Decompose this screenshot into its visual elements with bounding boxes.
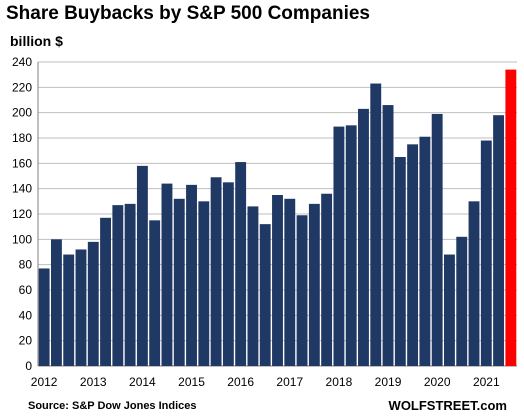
- x-tick-label: 2021: [473, 375, 500, 389]
- y-tick-label: 100: [12, 232, 32, 246]
- bar: [444, 254, 455, 366]
- bar: [284, 198, 296, 366]
- brand-watermark: WOLFSTREET.com: [388, 398, 507, 413]
- y-tick-label: 160: [12, 156, 32, 170]
- bar: [198, 201, 210, 366]
- bar: [235, 162, 247, 366]
- bar: [456, 236, 468, 366]
- bar: [505, 69, 517, 366]
- bar: [296, 215, 308, 366]
- y-tick-label: 60: [19, 283, 33, 297]
- source-note: Source: S&P Dow Jones Indices: [28, 400, 197, 412]
- bar: [358, 108, 369, 366]
- bar: [407, 144, 419, 366]
- bar: [370, 83, 382, 367]
- bar: [272, 195, 283, 366]
- bar: [468, 201, 480, 366]
- x-tick-label: 2019: [375, 375, 402, 389]
- bar: [493, 115, 505, 366]
- bar: [480, 140, 492, 366]
- bar: [333, 126, 345, 366]
- y-tick-label: 240: [12, 55, 32, 69]
- x-tick-label: 2018: [326, 375, 353, 389]
- bar: [308, 203, 320, 366]
- bar: [149, 220, 161, 366]
- bar: [345, 125, 357, 366]
- bar: [112, 205, 124, 366]
- x-tick-label: 2017: [276, 375, 303, 389]
- bar: [124, 203, 136, 366]
- y-axis-ticks: 0 20 40 60 80 100 120 140 160 180 200 220 240: [12, 55, 32, 373]
- bar: [419, 136, 431, 366]
- x-axis-ticks: 2012 2013 2014 2015 2016 2017 2018 2019 2020 2021: [31, 375, 500, 389]
- y-tick-label: 20: [19, 334, 33, 348]
- bar: [186, 184, 197, 366]
- y-tick-label: 80: [19, 258, 33, 272]
- chart-title: Share Buybacks by S&P 500 Companies: [6, 3, 370, 24]
- bar: [161, 183, 173, 366]
- x-tick-label: 2013: [80, 375, 107, 389]
- bar: [259, 224, 271, 366]
- bar: [394, 157, 406, 366]
- y-tick-label: 180: [12, 131, 32, 145]
- y-tick-label: 120: [12, 207, 32, 221]
- y-tick-label: 40: [19, 308, 33, 322]
- unit-label: billion $: [10, 33, 63, 49]
- bar: [173, 198, 185, 366]
- y-tick-label: 0: [25, 359, 32, 373]
- bar: [222, 182, 234, 366]
- bar: [321, 193, 333, 366]
- bar: [50, 239, 62, 366]
- x-tick-label: 2015: [178, 375, 205, 389]
- x-tick-label: 2016: [227, 375, 254, 389]
- bar: [210, 177, 222, 366]
- y-tick-label: 140: [12, 182, 32, 196]
- x-tick-label: 2020: [424, 375, 451, 389]
- x-tick-label: 2014: [129, 375, 156, 389]
- bar: [38, 268, 50, 366]
- bar: [87, 241, 99, 366]
- bars: [38, 69, 517, 367]
- bar: [431, 113, 443, 366]
- bar: [247, 206, 259, 366]
- bar: [382, 105, 394, 367]
- y-tick-label: 220: [12, 80, 32, 94]
- x-tick-label: 2012: [31, 375, 58, 389]
- bar: [75, 249, 87, 366]
- bar: [136, 165, 148, 366]
- bar: [100, 217, 111, 366]
- bar: [63, 254, 75, 366]
- y-tick-label: 200: [12, 106, 32, 120]
